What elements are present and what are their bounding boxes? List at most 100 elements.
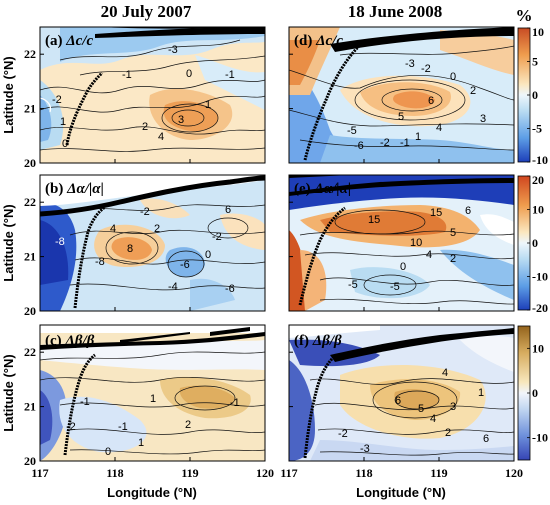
panel-d: -3 -2 0 2 6 5 4 3 -5 -6 -2 -1 1 (d) Δc/c: [288, 26, 515, 164]
contour-label: 1: [150, 393, 156, 405]
panel-label: (f) Δβ/β: [294, 333, 342, 349]
contour-label: 8: [127, 243, 133, 255]
y-axis-label: Latitude (°N): [1, 204, 16, 281]
panel-letter: (f): [294, 333, 309, 349]
panel-letter: (a): [45, 33, 63, 49]
contour-label: -5: [347, 125, 357, 137]
contour-label: 6: [395, 395, 401, 407]
contour-label: 0: [186, 68, 192, 80]
colorbar-ticks: 10 0 -10: [527, 341, 548, 445]
contour-label: 0: [205, 249, 211, 261]
panel-symbol: Δc/c: [65, 33, 93, 49]
column-title-right: 18 June 2008: [348, 2, 442, 21]
x-tick-label: 117: [31, 466, 48, 480]
contour-label: -2: [380, 137, 390, 149]
colorbar-tick-label: 20: [532, 173, 544, 187]
panel-f-field: 4 6 5 4 3 2 1 -3 -2 6: [289, 325, 514, 461]
panel-b: -8 4 8 2 0 -2 -6 -8 -4 -6 6 -2 (b) Δα/|α…: [39, 174, 266, 312]
contour-label: -1: [118, 421, 128, 433]
y-tick-label: 22: [24, 195, 36, 209]
contour-label: 3: [450, 401, 456, 413]
contour-label: -3: [168, 44, 178, 56]
y-axis-label: Latitude (°N): [1, 56, 16, 133]
panel-e: 15 15 10 5 6 4 0 -5 -5 2 (e) Δα/|α|: [288, 174, 515, 312]
contour-label: 15: [430, 207, 442, 219]
contour-label: 15: [368, 214, 380, 226]
colorbar-row2: 20 10 0 -10 -20: [517, 173, 548, 315]
panel-symbol: Δα/|α|: [66, 181, 104, 197]
contour-label: -5: [390, 281, 400, 293]
y-tick-label: 20: [24, 454, 36, 468]
colorbar-tick-label: -10: [532, 153, 548, 167]
contour-label: 5: [450, 227, 456, 239]
contour-label: -2: [338, 428, 348, 440]
contour-label: 4: [436, 122, 442, 134]
panel-letter: (b): [45, 181, 63, 197]
column-title-left: 20 July 2007: [101, 2, 192, 21]
contour-label: 6: [225, 204, 231, 216]
y-tick-label: 20: [24, 156, 36, 170]
contour-label: -1: [80, 396, 90, 408]
contour-label: -3: [360, 443, 370, 455]
contour-label: -3: [405, 58, 415, 70]
contour-label: 1: [60, 116, 66, 128]
contour-label: -1: [225, 69, 235, 81]
colorbar-ticks: 20 10 0 -10 -20: [527, 173, 548, 315]
panel-label: (e) Δα/|α|: [294, 181, 351, 197]
colorbar-tick-label: 10: [532, 25, 544, 39]
x-tick-label: 120: [256, 466, 274, 480]
contour-label: 1: [138, 437, 144, 449]
contour-label: 10: [410, 237, 422, 249]
y-tick-label: 21: [24, 250, 36, 264]
panel-symbol: Δα/|α|: [313, 181, 351, 197]
x-tick-label: 119: [430, 466, 447, 480]
x-tick-label: 118: [355, 466, 372, 480]
colorbar-tick-label: 0: [532, 386, 538, 400]
panel-a-field: -2 -1 -3 0 1 2 3 4 -1 0 1: [40, 27, 265, 163]
colorbar-tick-label: 0: [532, 236, 538, 250]
contour-label: 6: [428, 95, 434, 107]
contour-label: 0: [62, 138, 68, 150]
panel-letter: (e): [294, 181, 311, 197]
contour-label: 1: [205, 99, 211, 111]
contour-label: 5: [418, 403, 424, 415]
contour-label: 2: [470, 85, 476, 97]
panel-e-field: 15 15 10 5 6 4 0 -5 -5 2: [289, 175, 514, 311]
x-tick-label: 117: [280, 466, 297, 480]
contour-label: 2: [142, 121, 148, 133]
contour-label: -2: [66, 421, 76, 433]
contour-label: -8: [55, 236, 65, 248]
contour-label: 4: [158, 131, 164, 143]
y-tick-label: 22: [24, 345, 36, 359]
x-axis-label: Longitude (°N): [356, 485, 446, 500]
contour-label: 2: [450, 253, 456, 265]
panel-symbol: Δβ/β: [312, 333, 342, 349]
contour-label: 2: [154, 223, 160, 235]
contour-label: -6: [354, 140, 364, 152]
contour-label: -1: [230, 397, 240, 409]
contour-label: 1: [478, 387, 484, 399]
contour-label: -6: [225, 283, 235, 295]
x-axis-label: Longitude (°N): [107, 485, 197, 500]
y-axis-label: Latitude (°N): [1, 354, 16, 431]
contour-label: 4: [430, 413, 436, 425]
x-tick-label: 118: [106, 466, 123, 480]
y-tick-label: 21: [24, 400, 36, 414]
contour-label: -6: [180, 259, 190, 271]
contour-label: 4: [426, 249, 432, 261]
y-tick-label: 21: [24, 102, 36, 116]
colorbar-tick-label: 5: [532, 55, 538, 69]
panel-c-field: -1 -2 1 2 -1 0 -1 1: [40, 325, 265, 461]
panel-a: -2 -1 -3 0 1 2 3 4 -1 0 1 (a) Δc/c: [39, 26, 266, 164]
contour-label: -2: [212, 231, 222, 243]
contour-label: 0: [400, 261, 406, 273]
panel-label: (b) Δα/|α|: [45, 181, 104, 197]
contour-label: 0: [105, 446, 111, 458]
contour-label: -1: [400, 137, 410, 149]
contour-label: -1: [122, 69, 132, 81]
x-tick-label: 119: [181, 466, 198, 480]
colorbar-row1: 10 5 0 -5 -10: [517, 25, 548, 167]
panel-label: (a) Δc/c: [45, 33, 93, 49]
contour-label: 0: [450, 71, 456, 83]
